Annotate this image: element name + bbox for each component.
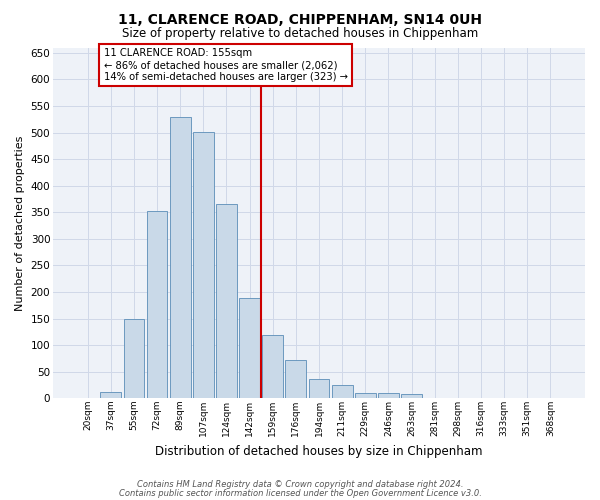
Bar [355,393,376,398]
Bar [216,204,237,398]
Bar [378,393,399,398]
X-axis label: Distribution of detached houses by size in Chippenham: Distribution of detached houses by size … [155,444,483,458]
Bar [286,360,307,399]
Text: 11 CLARENCE ROAD: 155sqm
← 86% of detached houses are smaller (2,062)
14% of sem: 11 CLARENCE ROAD: 155sqm ← 86% of detach… [104,48,348,82]
Bar [100,392,121,398]
Text: Contains public sector information licensed under the Open Government Licence v3: Contains public sector information licen… [119,489,481,498]
Bar [170,116,191,398]
Text: Contains HM Land Registry data © Crown copyright and database right 2024.: Contains HM Land Registry data © Crown c… [137,480,463,489]
Bar [239,298,260,398]
Bar [401,394,422,398]
Bar [193,132,214,398]
Text: Size of property relative to detached houses in Chippenham: Size of property relative to detached ho… [122,28,478,40]
Y-axis label: Number of detached properties: Number of detached properties [15,136,25,310]
Bar [262,334,283,398]
Bar [308,378,329,398]
Bar [146,210,167,398]
Text: 11, CLARENCE ROAD, CHIPPENHAM, SN14 0UH: 11, CLARENCE ROAD, CHIPPENHAM, SN14 0UH [118,12,482,26]
Bar [124,318,145,398]
Bar [332,385,353,398]
